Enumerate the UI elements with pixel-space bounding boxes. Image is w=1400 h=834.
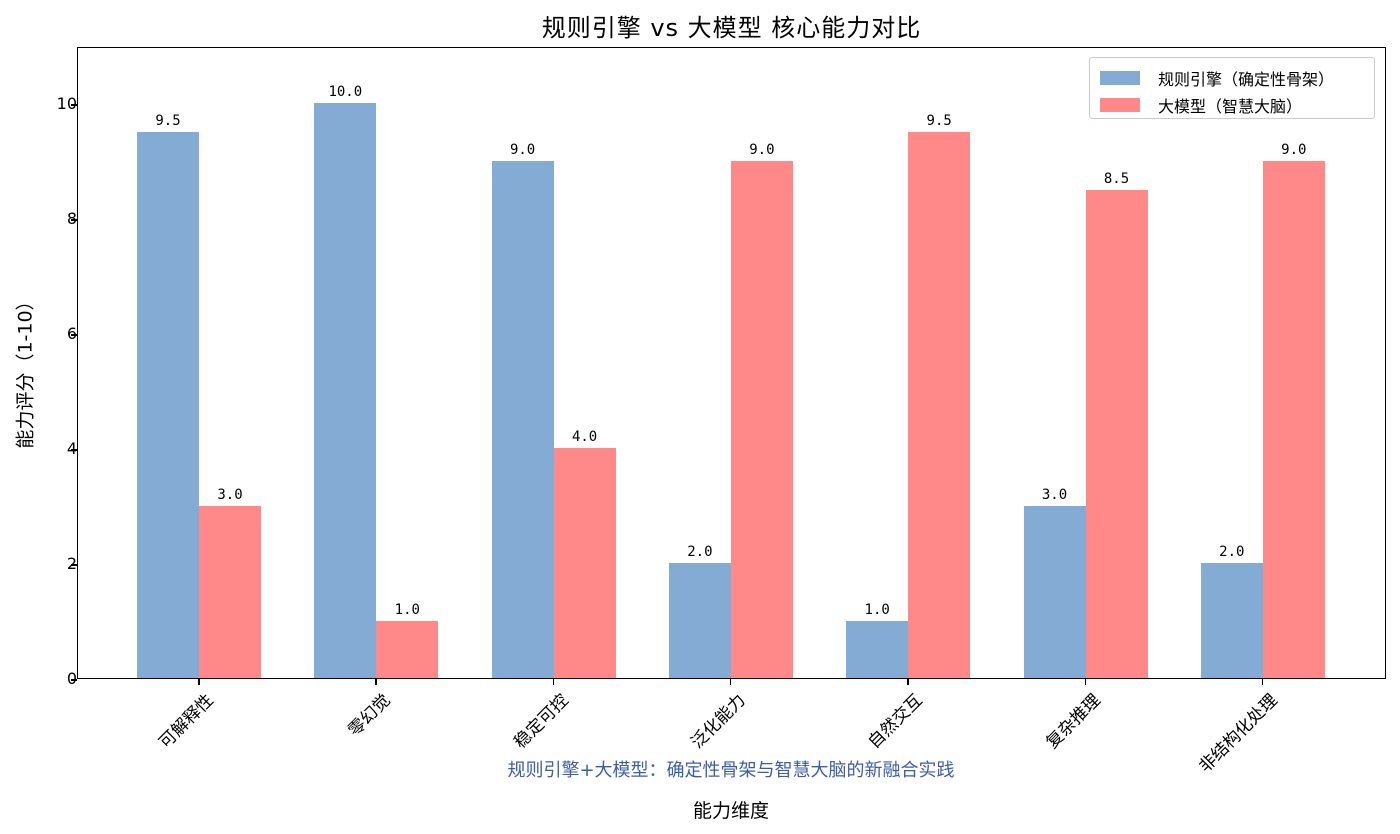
y-tick-mark xyxy=(71,564,77,566)
legend-swatch-rule-engine xyxy=(1100,71,1140,85)
x-tick-mark xyxy=(552,679,555,685)
x-tick-mark xyxy=(1261,679,1264,685)
legend: 规则引擎（确定性骨架） 大模型（智慧大脑） xyxy=(1089,57,1375,119)
chart-title: 规则引擎 vs 大模型 核心能力对比 xyxy=(541,14,922,42)
bar-value-label: 2.0 xyxy=(687,544,713,561)
bar-llm xyxy=(1262,160,1325,678)
x-tick-label: 可解释性 xyxy=(155,690,218,753)
x-axis-label: 能力维度 xyxy=(692,800,770,822)
bar-value-label: 2.0 xyxy=(1219,544,1245,561)
plot-area: 9.5 3.0 10.0 1.0 9.0 4.0 2.0 9.0 1.0 9.5 3.0 8.5 2.0… xyxy=(77,47,1386,679)
x-tick-mark xyxy=(198,679,200,685)
bar-value-label: 4.0 xyxy=(571,429,598,446)
x-tick-mark xyxy=(375,679,377,685)
x-tick-mark xyxy=(729,679,732,685)
y-tick-label: 6 xyxy=(66,324,77,344)
bar-value-label: 3.0 xyxy=(217,486,243,503)
bar-value-label: 9.5 xyxy=(926,113,952,130)
bar-rule-engine xyxy=(1023,505,1086,678)
bar-rule-engine xyxy=(668,563,731,678)
legend-item-llm: 大模型（智慧大脑） xyxy=(1100,93,1302,117)
y-tick-label: 0 xyxy=(66,669,77,688)
legend-item-rule-engine: 规则引擎（确定性骨架） xyxy=(1100,66,1334,90)
bar-value-label: 8.5 xyxy=(1103,170,1130,187)
bar-rule-engine xyxy=(1200,563,1263,678)
y-tick-label: 4 xyxy=(66,439,77,459)
bar-value-label: 9.0 xyxy=(1281,141,1307,158)
x-tick-label: 零幻觉 xyxy=(344,690,395,741)
bar-value-label: 10.0 xyxy=(328,84,363,101)
bar-value-label: 9.5 xyxy=(155,113,181,130)
bar-rule-engine xyxy=(137,132,199,678)
bar-llm xyxy=(553,448,616,678)
y-tick-mark xyxy=(71,449,77,451)
bar-value-label: 9.0 xyxy=(749,141,775,158)
x-tick-mark xyxy=(1084,679,1086,685)
y-tick-mark xyxy=(71,219,77,221)
x-tick-label: 自然交互 xyxy=(864,690,927,753)
bar-value-label: 1.0 xyxy=(394,601,420,618)
y-tick-label: 8 xyxy=(66,209,77,229)
x-tick-label: 泛化能力 xyxy=(687,690,750,753)
y-tick-mark xyxy=(71,679,77,681)
bar-value-label: 3.0 xyxy=(1041,486,1068,503)
y-tick-mark xyxy=(71,104,77,106)
bar-llm xyxy=(199,505,261,678)
legend-label-rule-engine: 规则引擎（确定性骨架） xyxy=(1158,70,1335,89)
x-tick-label: 复杂推理 xyxy=(1041,690,1105,753)
bar-llm xyxy=(908,132,971,678)
bar-rule-engine xyxy=(846,620,909,678)
legend-label-llm: 大模型（智慧大脑） xyxy=(1158,97,1303,116)
bar-llm xyxy=(730,160,793,678)
bar-value-label: 1.0 xyxy=(864,601,890,618)
y-tick-label: 2 xyxy=(66,554,77,574)
y-tick-mark xyxy=(71,334,77,336)
x-tick-mark xyxy=(907,679,909,685)
bar-rule-engine xyxy=(314,103,377,678)
bar-llm xyxy=(1085,189,1148,678)
legend-swatch-llm xyxy=(1100,98,1140,112)
bar-rule-engine xyxy=(491,160,554,678)
chart-subtitle: 规则引擎+大模型：确定性骨架与智慧大脑的新融合实践 xyxy=(507,760,955,781)
bar-value-label: 9.0 xyxy=(509,141,536,158)
y-axis-label: 能力评分（1-10） xyxy=(14,291,37,449)
x-tick-label: 稳定可控 xyxy=(510,690,573,753)
x-tick-label: 非结构化处理 xyxy=(1195,690,1282,777)
bar-llm xyxy=(376,620,439,678)
y-tick-label: 10 xyxy=(56,94,77,114)
